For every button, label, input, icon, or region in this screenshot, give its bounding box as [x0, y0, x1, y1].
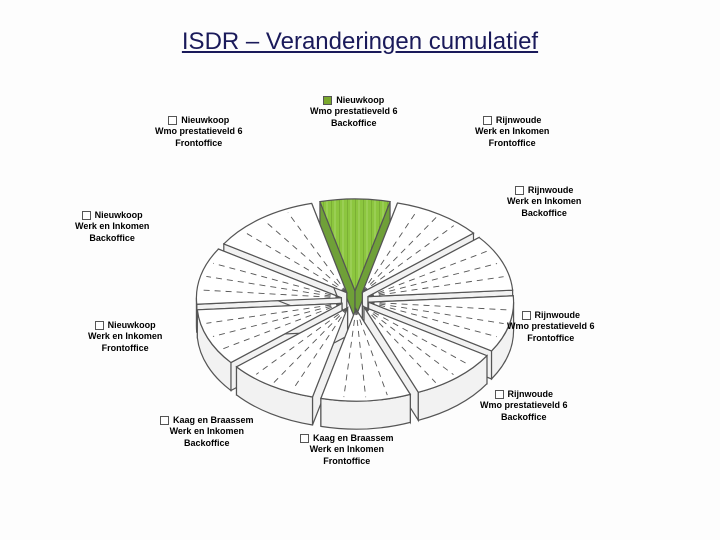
- legend-marker-icon: [95, 321, 104, 330]
- label-line3: Frontoffice: [527, 333, 574, 343]
- legend-marker-icon: [323, 96, 332, 105]
- label-nieuwkoop-wi-back: NieuwkoopWerk en Inkomen Backoffice: [75, 210, 149, 244]
- label-line1: Kaag en Braassem: [173, 415, 254, 425]
- label-line2: Wmo prestatieveld 6: [480, 400, 568, 410]
- label-line3: Frontoffice: [175, 138, 222, 148]
- label-line3: Backoffice: [184, 438, 230, 448]
- label-line1: Rijnwoude: [535, 310, 581, 320]
- label-kaag-wi-back: Kaag en BraassemWerk en Inkomen Backoffic…: [160, 415, 254, 449]
- label-line1: Nieuwkoop: [95, 210, 143, 220]
- label-line2: Werk en Inkomen: [75, 221, 149, 231]
- label-line2: Werk en Inkomen: [475, 126, 549, 136]
- label-line3: Frontoffice: [323, 456, 370, 466]
- label-line2: Werk en Inkomen: [170, 426, 244, 436]
- label-rijnwoude-wmo6-back: RijnwoudeWmo prestatieveld 6 Backoffice: [480, 389, 568, 423]
- label-line1: Rijnwoude: [528, 185, 574, 195]
- legend-marker-icon: [515, 186, 524, 195]
- label-line3: Frontoffice: [102, 343, 149, 353]
- pie-chart: NieuwkoopWmo prestatieveld 6BackofficeRi…: [75, 95, 635, 505]
- legend-marker-icon: [483, 116, 492, 125]
- label-nieuwkoop-wi-front: NieuwkoopWerk en Inkomen Frontoffice: [88, 320, 162, 354]
- label-line3: Backoffice: [331, 118, 377, 128]
- label-line1: Kaag en Braassem: [313, 433, 394, 443]
- label-line1: Nieuwkoop: [336, 95, 384, 105]
- label-line3: Backoffice: [89, 233, 135, 243]
- label-nieuwkoop-wmo6-front: NieuwkoopWmo prestatieveld 6 Frontoffice: [155, 115, 243, 149]
- page-title: ISDR – Veranderingen cumulatief: [0, 28, 720, 56]
- label-line1: Nieuwkoop: [108, 320, 156, 330]
- label-line1: Nieuwkoop: [181, 115, 229, 125]
- label-rijnwoude-wi-back: RijnwoudeWerk en Inkomen Backoffice: [507, 185, 581, 219]
- label-line3: Frontoffice: [489, 138, 536, 148]
- legend-marker-icon: [82, 211, 91, 220]
- label-line2: Werk en Inkomen: [310, 444, 384, 454]
- label-kaag-wi-front: Kaag en BraassemWerk en Inkomen Frontoffi…: [300, 433, 394, 467]
- legend-marker-icon: [300, 434, 309, 443]
- label-line2: Werk en Inkomen: [88, 331, 162, 341]
- label-rijnwoude-wi-front: RijnwoudeWerk en Inkomen Frontoffice: [475, 115, 549, 149]
- label-rijnwoude-wmo6-front: RijnwoudeWmo prestatieveld 6 Frontoffice: [507, 310, 595, 344]
- legend-marker-icon: [168, 116, 177, 125]
- legend-marker-icon: [160, 416, 169, 425]
- label-line1: Rijnwoude: [508, 389, 554, 399]
- legend-marker-icon: [495, 390, 504, 399]
- label-line2: Werk en Inkomen: [507, 196, 581, 206]
- label-line2: Wmo prestatieveld 6: [155, 126, 243, 136]
- label-line2: Wmo prestatieveld 6: [507, 321, 595, 331]
- label-line3: Backoffice: [501, 412, 547, 422]
- label-line1: Rijnwoude: [496, 115, 542, 125]
- label-line2: Wmo prestatieveld 6: [310, 106, 398, 116]
- label-nieuwkoop-wmo6-back: NieuwkoopWmo prestatieveld 6 Backoffice: [310, 95, 398, 129]
- label-line3: Backoffice: [521, 208, 567, 218]
- legend-marker-icon: [522, 311, 531, 320]
